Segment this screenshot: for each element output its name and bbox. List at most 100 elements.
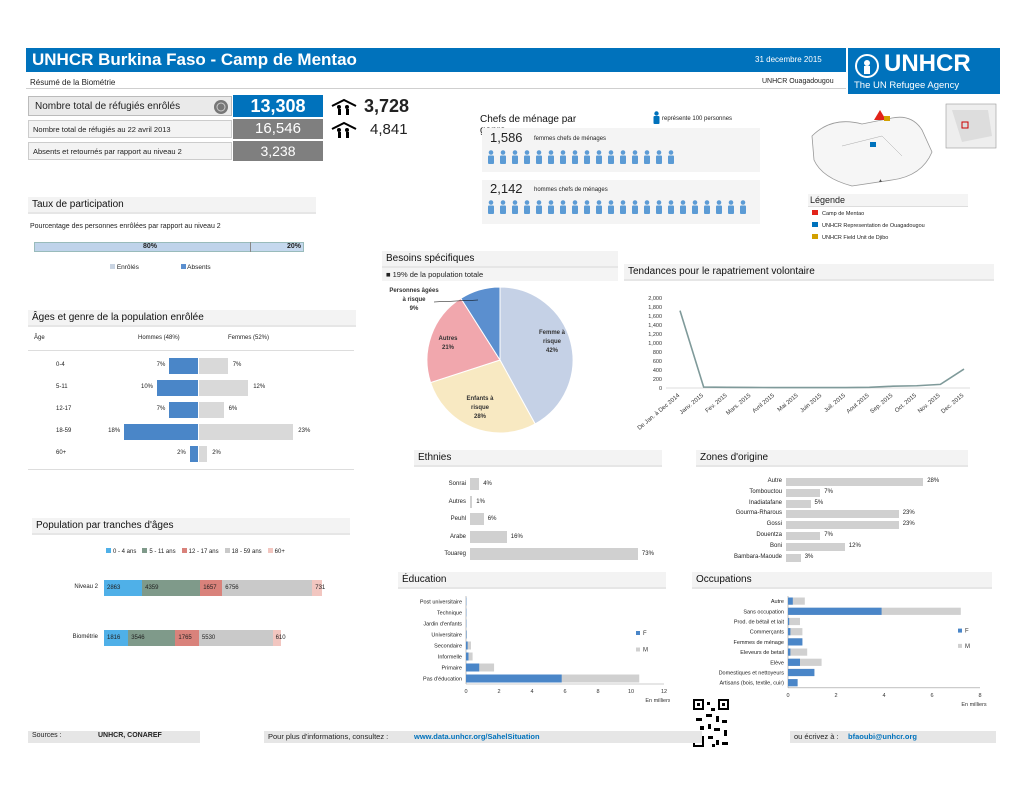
bar-m (788, 658, 822, 666)
tranche-legend-label: 60+ (274, 549, 285, 555)
person-icon (608, 200, 614, 214)
map-legend-title: Légende (808, 194, 968, 207)
totals-row-1-label: Nombre total de réfugiés enrôlés (35, 101, 181, 112)
tranche-row-label: Biométrie (72, 634, 98, 640)
footer-info-link[interactable]: www.data.unhcr.org/SahelSituation (414, 732, 540, 741)
zone-label: Boni (769, 542, 782, 549)
chart-category-label: Eleveurs de betail (740, 650, 784, 656)
bar-m (788, 597, 805, 605)
tranche-legend-swatch (267, 548, 273, 553)
zone-label: Douentza (756, 532, 782, 538)
chart-xtick: 4 (882, 693, 885, 699)
chart-xtick: 0 (786, 693, 789, 699)
totals-row-3-label: Absents et retournés par rapport au nive… (33, 147, 182, 156)
bar-f (466, 674, 562, 683)
tranche-segment-label: 2863 (107, 585, 121, 591)
ethnie-label: Arabe (449, 533, 466, 540)
age-gender-title: Âges et genre de la population enrôlée (28, 310, 356, 327)
participation-absent-label: 20% (287, 243, 302, 250)
pie-slice-label: Enfants à (466, 396, 494, 402)
trend-ytick: 200 (653, 377, 662, 383)
chart-xtick: 8 (596, 689, 599, 695)
tranche-legend-label: 12 - 17 ans (188, 549, 219, 555)
tranche-legend-label: 0 - 4 ans (113, 549, 137, 555)
tranches-title: Population par tranches d'âges (32, 518, 350, 535)
zone-label: Tombouctou (749, 488, 782, 495)
trend-xtick: De Jan. à Dec 2014 (637, 393, 682, 432)
footer-info: Pour plus d'informations, consultez : ww… (264, 731, 702, 743)
map-graphic: ▲ (811, 103, 997, 187)
map: ▲ (802, 96, 998, 192)
tranche-segment (175, 630, 199, 646)
person-icon (620, 150, 626, 164)
person-icon (704, 200, 710, 214)
chart-unit-label: En milliers (961, 702, 987, 708)
chart-category-label: Commerçants (750, 630, 784, 636)
chart-category-label: Autre (771, 599, 784, 605)
men-bar (169, 402, 198, 418)
zone-label: Gourma-Rharous (735, 510, 782, 517)
zone-pct-label: 23% (902, 521, 915, 528)
chart-xtick: 12 (661, 689, 667, 695)
education-chart: Post universitaire Technique Jardin d'enfa… (420, 596, 670, 704)
besoins-title: Besoins spécifiques (382, 251, 618, 268)
zone-pct-label: 5% (814, 499, 824, 506)
pie-slice-label: 9% (410, 306, 419, 312)
zone-pct-label: 28% (927, 478, 940, 484)
map-legend-item: UNHCR Field Unit de Djibo (812, 232, 925, 244)
legend-m-swatch (636, 647, 640, 652)
tranche-segment-label: 3546 (131, 635, 145, 641)
chart-xtick: 10 (628, 689, 634, 695)
header-subtitle: Résumé de la Biométrie (30, 78, 116, 87)
zone-pct-label: 23% (902, 510, 915, 517)
chart-xtick: 6 (563, 689, 566, 695)
chart-category-label: Femmes de ménage (734, 640, 784, 646)
tranche-legend-swatch (142, 548, 148, 553)
logo-text: UNHCR (884, 50, 971, 77)
chart-category-label: Universitaire (431, 633, 462, 639)
tranches-legend: 0 - 4 ans 5 - 11 ans 12 - 17 ans 18 - 59 an… (100, 548, 285, 555)
chefs-women-label: femmes chefs de ménages (534, 136, 607, 142)
men-bar (157, 380, 198, 396)
chart-category-label: Sans occupation (743, 609, 784, 615)
zone-pct-label: 3% (804, 553, 814, 560)
trend-xtick: Juil. 2015 (823, 393, 847, 415)
bar-f (466, 663, 480, 672)
header-office: UNHCR Ouagadougou (762, 78, 834, 85)
tranche-segment-label: 5530 (201, 635, 216, 641)
pie-slice-label: risque (543, 339, 562, 345)
age-gender-col-men: Hommes (48%) (138, 335, 180, 341)
trend-ytick: 1,400 (648, 323, 662, 329)
participation-title: Taux de participation (28, 197, 316, 214)
zone-pct-label: 12% (848, 542, 861, 549)
family-icon (331, 98, 357, 115)
totals-row-2-households: 4,841 (370, 121, 408, 138)
ethnie-bar (470, 548, 638, 560)
age-label: 5-11 (56, 384, 68, 390)
djibo-marker-icon (884, 116, 890, 121)
bar-f (788, 628, 791, 636)
age-gender-col-age: Âge (34, 335, 45, 341)
pie-slice-label: 28% (474, 414, 487, 420)
tranche-segment (200, 580, 223, 596)
pie-slice (460, 286, 501, 362)
men-pct-label: 7% (156, 406, 166, 412)
chart-category-label: Post universitaire (420, 600, 462, 606)
bar-m (466, 663, 495, 672)
person-icon (512, 150, 518, 164)
unhcr-logo: UNHCR The UN Refugee Agency (848, 48, 1000, 94)
footer-write-email[interactable]: bfaoubi@unhcr.org (848, 732, 917, 741)
bar-f (466, 641, 468, 650)
person-icon (656, 200, 662, 214)
trend-ytick: 400 (653, 368, 662, 374)
header-bar (26, 48, 846, 72)
men-pct-label: 10% (140, 384, 153, 390)
ethnie-label: Peuhl (450, 516, 466, 522)
zones-title: Zones d'origine (696, 450, 968, 467)
ethnie-pct-label: 16% (510, 533, 523, 540)
pie-slice-label: 42% (546, 348, 559, 354)
chefs-men-value: 2,142 (490, 181, 523, 196)
chart-category-label: Technique (437, 611, 462, 617)
trend-xtick: Oct. 2015 (894, 393, 918, 415)
tranche-segment-label: 6756 (225, 585, 239, 591)
